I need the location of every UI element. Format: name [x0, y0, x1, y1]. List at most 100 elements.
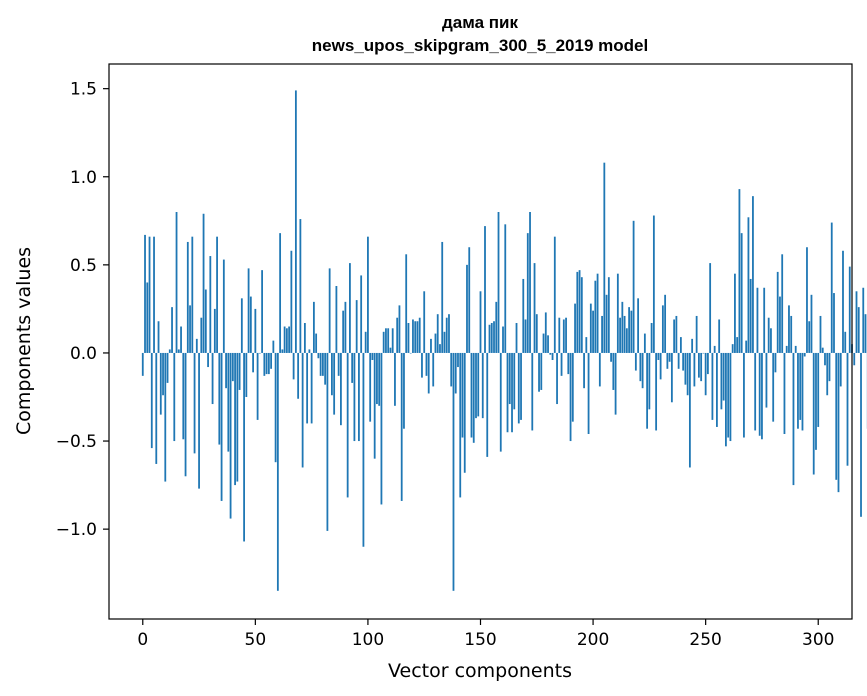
- bar: [418, 317, 421, 353]
- bar: [378, 352, 381, 406]
- bar: [256, 352, 259, 420]
- bar: [349, 263, 351, 353]
- bar: [743, 352, 745, 438]
- bar: [679, 337, 682, 353]
- bar: [213, 308, 216, 353]
- bar: [830, 222, 833, 353]
- bar: [763, 287, 766, 353]
- bar: [472, 352, 475, 443]
- bar: [745, 340, 748, 353]
- bar: [337, 352, 340, 376]
- bar: [247, 268, 250, 353]
- bar: [781, 254, 784, 353]
- bar: [360, 275, 363, 353]
- bar: [794, 345, 797, 353]
- bar: [720, 352, 723, 410]
- bar: [371, 352, 374, 360]
- bar: [317, 352, 320, 359]
- bar: [373, 352, 376, 459]
- bar: [398, 305, 401, 353]
- bar: [416, 321, 419, 353]
- bar: [655, 352, 658, 431]
- bar: [668, 352, 671, 362]
- bar: [333, 352, 336, 415]
- y-tick-label: 1.0: [70, 168, 97, 188]
- bar: [303, 323, 306, 353]
- bar: [497, 212, 500, 353]
- bar: [569, 352, 572, 442]
- bar: [331, 352, 333, 396]
- bar: [740, 233, 743, 353]
- bar: [394, 352, 396, 406]
- bar: [632, 220, 635, 353]
- bar: [312, 301, 315, 353]
- bar: [765, 352, 768, 408]
- bar: [754, 352, 757, 431]
- bar: [243, 352, 245, 542]
- bar: [270, 352, 273, 369]
- bar: [450, 352, 453, 387]
- bar: [646, 352, 649, 429]
- bar: [758, 352, 761, 436]
- bar: [675, 315, 678, 353]
- bar: [837, 352, 840, 493]
- bar: [594, 280, 597, 353]
- bar: [405, 254, 408, 353]
- bar: [767, 317, 770, 353]
- bar: [788, 305, 790, 353]
- bar: [488, 324, 491, 353]
- bar: [580, 277, 583, 353]
- bar: [283, 326, 286, 353]
- bar: [225, 352, 227, 389]
- bar: [222, 259, 225, 353]
- bar: [801, 352, 804, 431]
- bar: [707, 352, 709, 375]
- bar: [567, 352, 570, 375]
- bar: [427, 352, 430, 394]
- bar: [423, 291, 426, 353]
- bar: [677, 352, 680, 369]
- bar: [216, 236, 218, 353]
- bar: [261, 270, 263, 353]
- bar: [220, 352, 223, 501]
- bar: [495, 301, 498, 353]
- bar: [207, 352, 209, 368]
- bar: [542, 333, 545, 353]
- bar: [815, 352, 817, 450]
- bar: [598, 352, 601, 387]
- bar: [436, 314, 439, 353]
- bar: [245, 352, 248, 397]
- bar: [614, 352, 617, 415]
- bar: [752, 196, 754, 353]
- bar: [227, 352, 230, 452]
- bar: [484, 226, 486, 353]
- bar: [414, 321, 417, 353]
- bar: [153, 236, 155, 353]
- bar: [700, 352, 703, 382]
- bar: [648, 352, 651, 410]
- bar: [396, 317, 399, 353]
- y-tick-label: 1.5: [70, 80, 97, 100]
- bar: [670, 352, 673, 403]
- y-axis-label: Components values: [13, 247, 35, 435]
- bar: [666, 352, 669, 369]
- y-tick-label: 0.0: [70, 344, 97, 364]
- bar: [650, 323, 653, 353]
- bar: [585, 337, 588, 353]
- bar: [369, 352, 372, 422]
- bar: [616, 273, 619, 353]
- bar: [445, 317, 448, 353]
- bar: [857, 307, 860, 353]
- bar: [367, 236, 369, 353]
- bar: [195, 338, 198, 353]
- bar: [490, 323, 493, 353]
- bar: [344, 301, 347, 353]
- plot-frame: [108, 63, 853, 620]
- bar: [254, 308, 257, 353]
- bar: [535, 314, 538, 353]
- bar: [457, 352, 459, 368]
- y-tick-label: 0.5: [70, 256, 97, 276]
- bar: [727, 352, 730, 438]
- bar: [294, 90, 297, 353]
- bar: [164, 352, 167, 482]
